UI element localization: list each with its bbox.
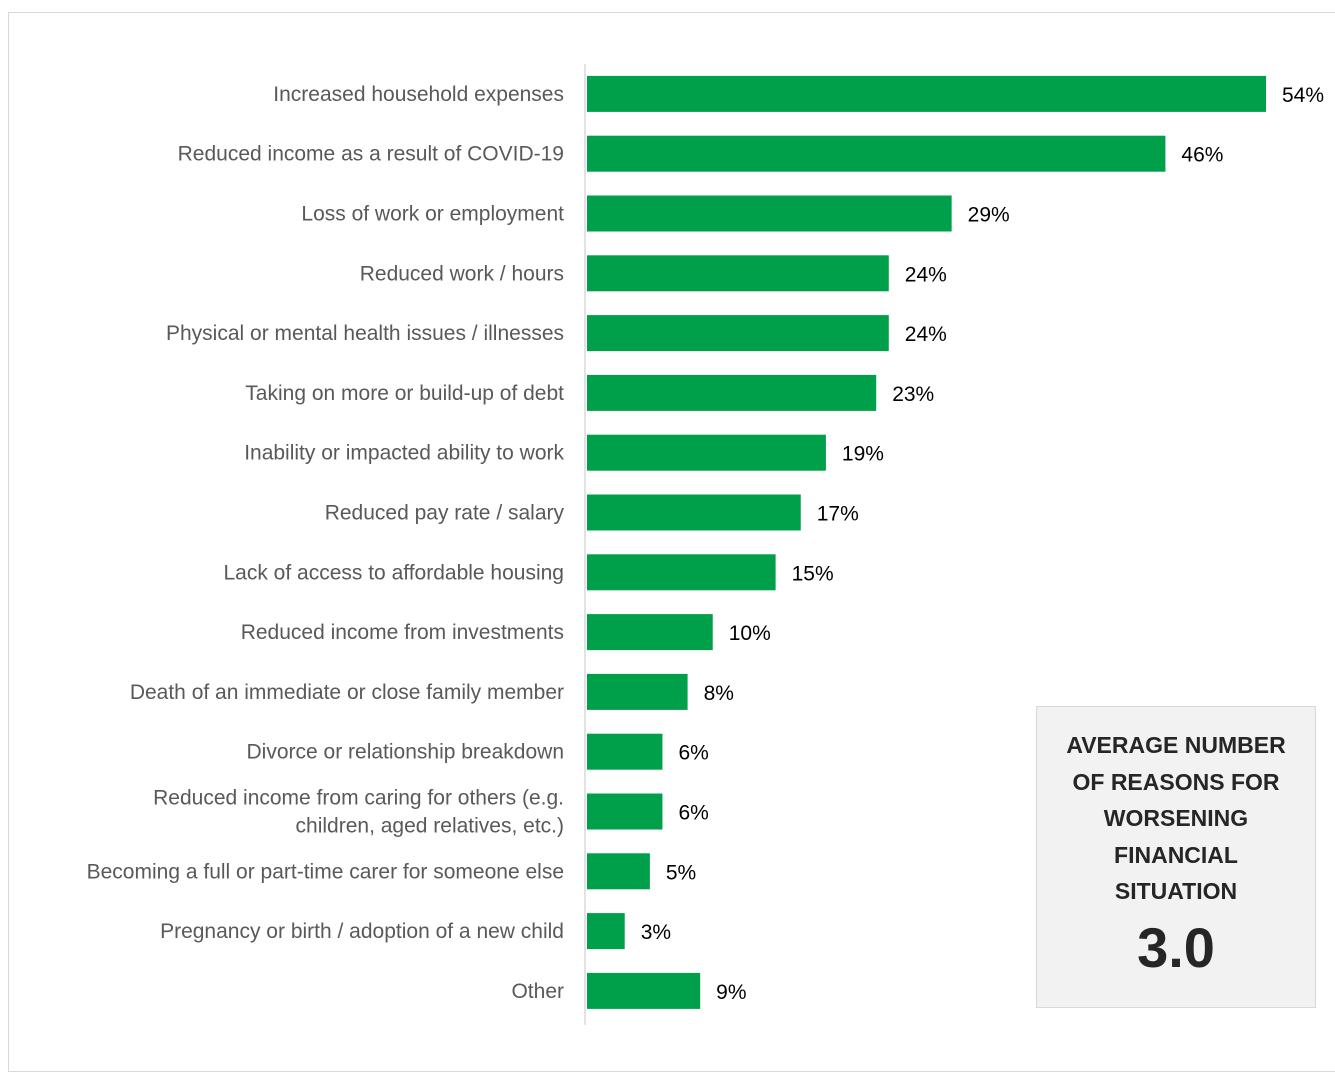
category-label-6: Inability or impacted ability to work <box>244 442 564 465</box>
value-label-13: 5% <box>666 861 696 884</box>
value-label-7: 17% <box>817 503 859 526</box>
bar-4 <box>587 315 889 352</box>
bar-14 <box>587 913 625 950</box>
bar-0 <box>587 75 1266 112</box>
average-callout-value: 3.0 <box>1137 915 1215 979</box>
value-label-8: 15% <box>792 562 834 585</box>
value-label-1: 46% <box>1181 144 1223 167</box>
bar-7 <box>587 494 801 531</box>
bar-3 <box>587 255 889 292</box>
value-label-5: 23% <box>892 383 934 406</box>
category-label-9: Reduced income from investments <box>241 621 564 644</box>
category-label-2: Loss of work or employment <box>301 203 564 226</box>
value-label-12: 6% <box>678 802 708 825</box>
bar-6 <box>587 434 826 471</box>
category-label-13: Becoming a full or part-time carer for s… <box>87 860 564 883</box>
value-label-0: 54% <box>1282 84 1324 107</box>
category-label-7: Reduced pay rate / salary <box>325 502 565 525</box>
category-label-3: Reduced work / hours <box>360 262 564 285</box>
bar-15 <box>587 972 701 1009</box>
value-labels-group: 54% 46% 29% 24% 24% 23% 19% 17% 15% 10% 8% 6% 6% 5% 3%… <box>641 84 1324 1004</box>
bars-group <box>587 75 1266 1009</box>
average-callout-title: AVERAGE NUMBER OF REASONS FOR WORSENING … <box>1066 732 1286 904</box>
value-label-10: 8% <box>704 682 734 705</box>
value-label-9: 10% <box>729 622 771 645</box>
average-callout-box: AVERAGE NUMBER OF REASONS FOR WORSENING … <box>1036 706 1316 1008</box>
category-label-14: Pregnancy or birth / adoption of a new c… <box>160 920 564 943</box>
category-label-8: Lack of access to affordable housing <box>223 561 564 584</box>
value-label-11: 6% <box>678 742 708 765</box>
bar-13 <box>587 853 650 890</box>
category-label-0: Increased household expenses <box>273 83 564 106</box>
value-label-4: 24% <box>905 323 947 346</box>
category-labels-group: Increased household expenses Reduced inco… <box>87 83 565 1003</box>
bar-12 <box>587 793 663 830</box>
bar-9 <box>587 614 713 651</box>
category-label-1: Reduced income as a result of COVID-19 <box>178 143 564 166</box>
value-label-14: 3% <box>641 921 671 944</box>
category-label-12-line-1: children, aged relatives, etc.) <box>296 815 564 838</box>
category-label-4: Physical or mental health issues / illne… <box>166 322 564 345</box>
bar-5 <box>587 374 877 411</box>
bar-1 <box>587 135 1166 172</box>
bar-2 <box>587 195 952 232</box>
value-label-6: 19% <box>842 443 884 466</box>
bar-8 <box>587 554 776 591</box>
category-label-11: Divorce or relationship breakdown <box>247 741 565 764</box>
category-label-15: Other <box>511 980 564 1003</box>
category-label-5: Taking on more or build-up of debt <box>245 382 564 405</box>
value-label-3: 24% <box>905 263 947 286</box>
category-label-10: Death of an immediate or close family me… <box>130 681 564 704</box>
value-label-15: 9% <box>716 981 746 1004</box>
value-label-2: 29% <box>968 204 1010 227</box>
bar-11 <box>587 733 663 770</box>
category-label-12-line-0: Reduced income from caring for others (e… <box>153 787 564 810</box>
bar-10 <box>587 673 688 710</box>
